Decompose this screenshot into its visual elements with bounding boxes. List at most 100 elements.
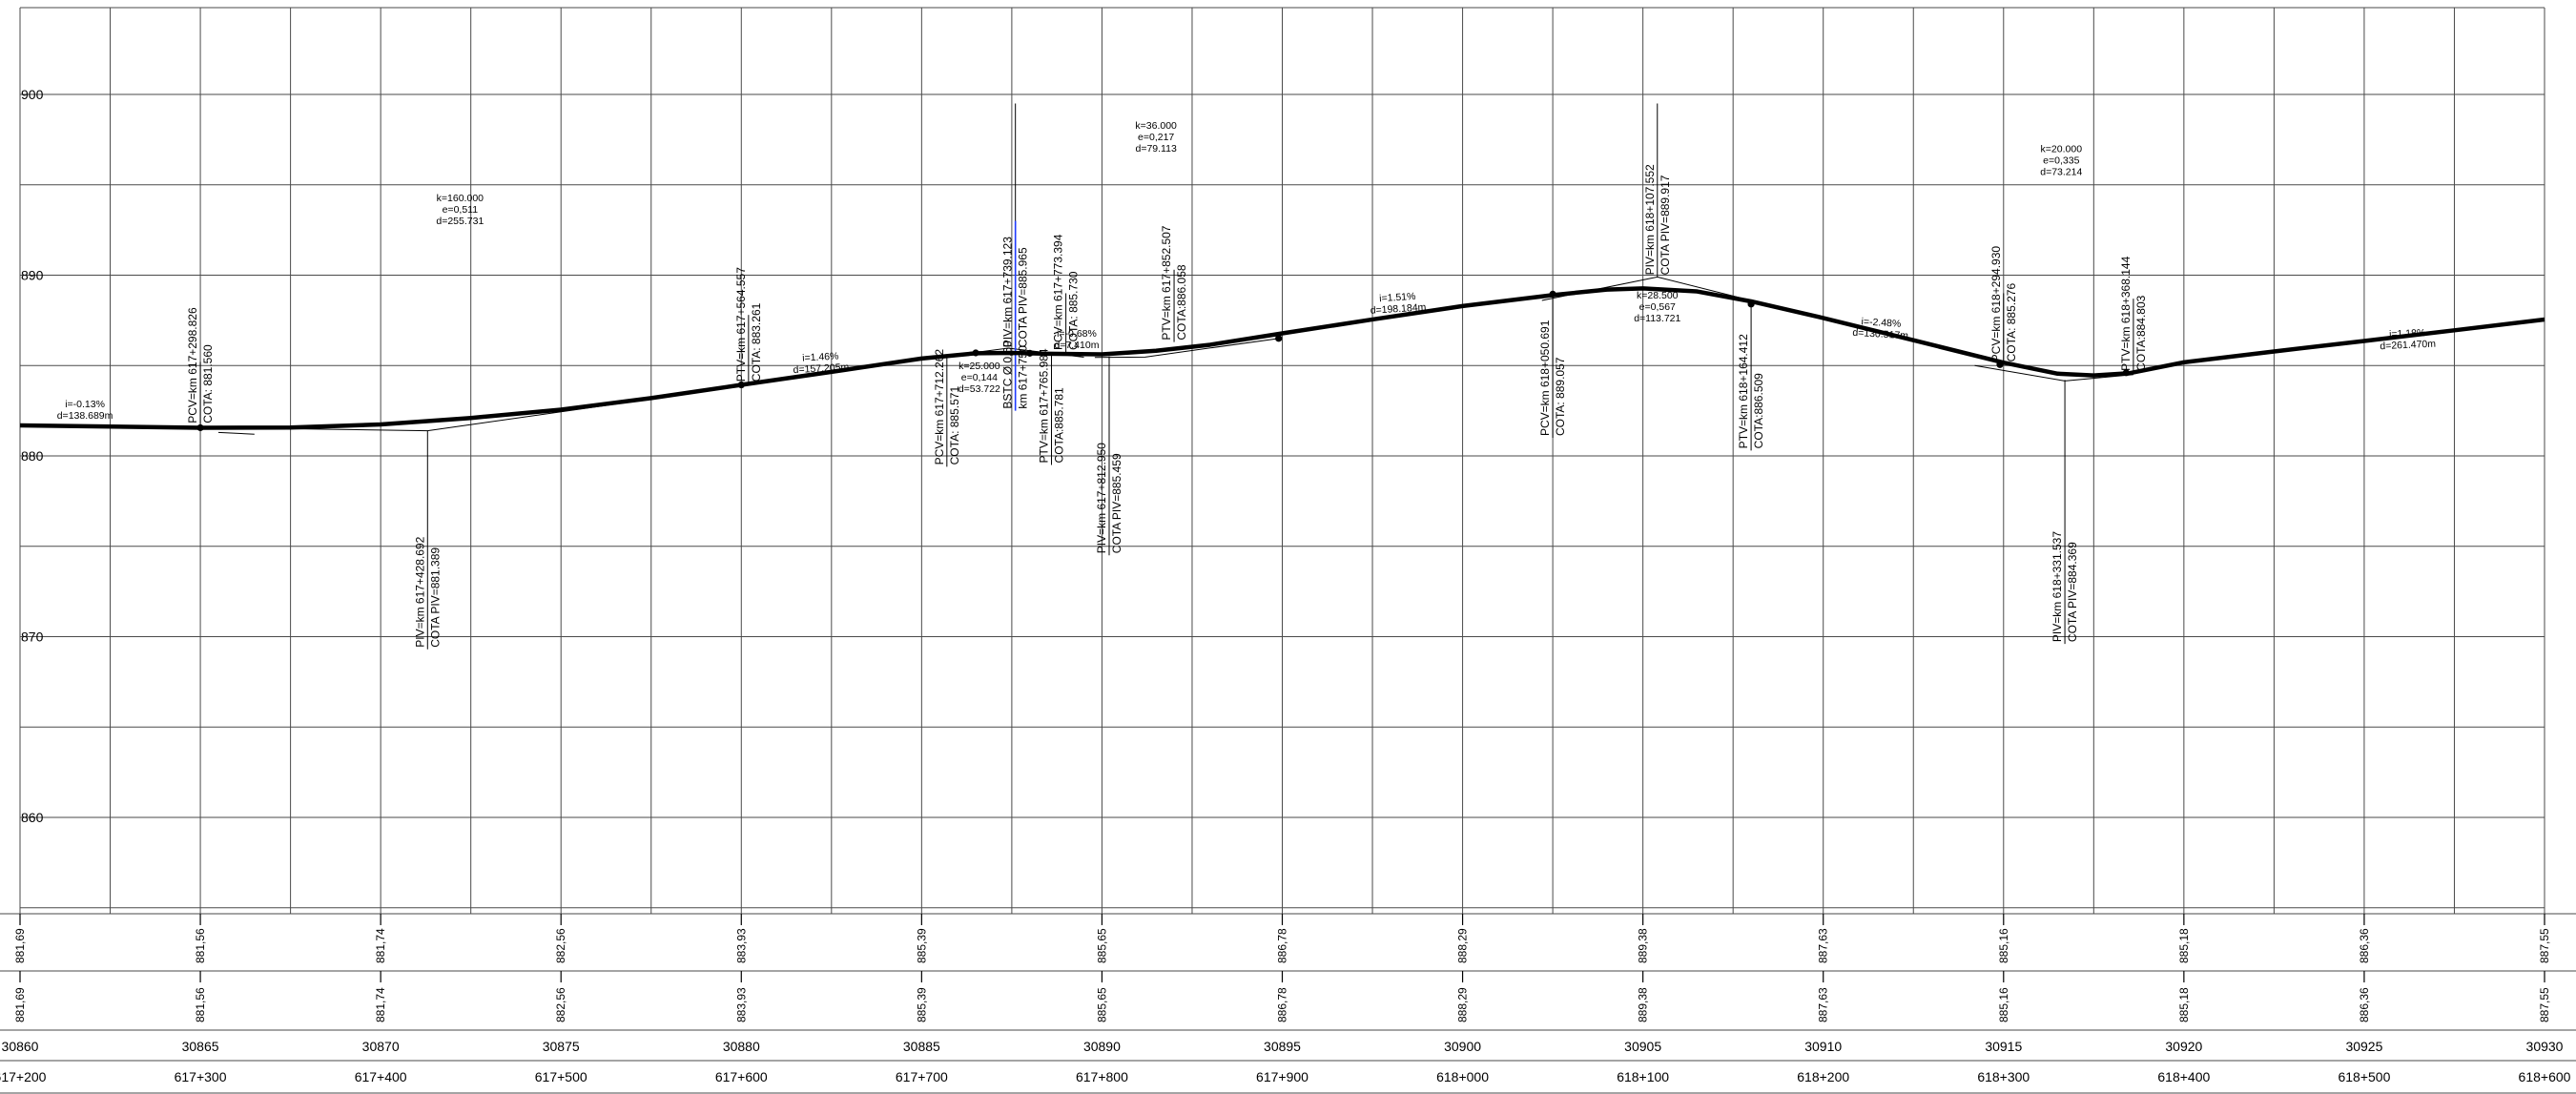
chainage-label: 618+500 bbox=[2338, 1069, 2390, 1084]
elevation-cell-row2: 888,29 bbox=[1456, 987, 1470, 1022]
annotation-text: PTV=km 617+765.984 bbox=[1037, 348, 1050, 463]
annotation-text: COTA: 883.261 bbox=[750, 302, 763, 382]
elevation-cell-row2: 886,36 bbox=[2358, 987, 2371, 1022]
annotation-text: PCV=km 617+773.394 bbox=[1052, 234, 1065, 350]
annotation-text: COTA PIV=881.389 bbox=[428, 547, 442, 648]
slope-label-line: d=7.410m bbox=[1054, 340, 1099, 351]
profile-vertex-marker bbox=[1996, 361, 2004, 368]
curve-parameter-line: k=160.000 bbox=[437, 193, 484, 204]
annotation-text: PTV=km 617+564.557 bbox=[734, 267, 748, 382]
elevation-cell-row1: 886,36 bbox=[2358, 928, 2371, 963]
curve-parameter-line: e=0,217 bbox=[1138, 132, 1174, 143]
elevation-cell-row1: 888,29 bbox=[1456, 928, 1470, 963]
tangent-line bbox=[1094, 338, 1279, 359]
elevation-cell-row2: 883,93 bbox=[734, 987, 748, 1022]
elevation-cell-row1: 885,65 bbox=[1095, 928, 1108, 963]
chainage-label: 617+300 bbox=[175, 1069, 227, 1084]
annotation-text: PCV=km 617+712.262 bbox=[933, 349, 946, 465]
elevation-cell-row2: 881,74 bbox=[374, 987, 387, 1022]
annotation-text: PIV=km 618+331.537 bbox=[2050, 531, 2064, 642]
elevation-cell-row2: 882,56 bbox=[554, 987, 567, 1022]
elevation-cell-row1: 882,56 bbox=[554, 928, 567, 963]
annotation-text: COTA: 885.276 bbox=[2005, 283, 2018, 362]
annotation-text: PIV=km 617+812.950 bbox=[1095, 443, 1108, 553]
elevation-cell-row1: 887,55 bbox=[2538, 928, 2551, 963]
x-coordinate-label: 30930 bbox=[2526, 1039, 2564, 1054]
profile-vertex-marker bbox=[1747, 300, 1755, 308]
profile-grid bbox=[19, 7, 2545, 914]
annotation-text: COTA PIV=885.965 bbox=[1017, 247, 1030, 347]
chainage-label: 617+700 bbox=[896, 1069, 948, 1084]
elevation-cell-row1: 881,56 bbox=[194, 928, 207, 963]
elevation-cell-row1: 885,18 bbox=[2177, 928, 2191, 963]
x-coordinate-label: 30900 bbox=[1444, 1039, 1481, 1054]
profile-line bbox=[19, 286, 2545, 430]
annotation-text: COTA: 885.571 bbox=[948, 386, 961, 465]
elevation-label: 890 bbox=[21, 268, 44, 283]
chainage-label: 617+600 bbox=[715, 1069, 768, 1084]
chainage-label: 617+500 bbox=[535, 1069, 587, 1084]
x-coordinate-label: 30920 bbox=[2165, 1039, 2202, 1054]
elevation-cell-row2: 889,38 bbox=[1637, 987, 1650, 1022]
curve-parameter-line: d=255.731 bbox=[436, 216, 484, 227]
elevation-cell-row2: 885,65 bbox=[1095, 987, 1108, 1022]
slope-label-line: i=1.51% bbox=[1379, 291, 1416, 304]
elevation-cell-row2: 885,18 bbox=[2177, 987, 2191, 1022]
annotation-text: COTA:886.509 bbox=[1752, 373, 1765, 448]
slope-label-line: i=-2.48% bbox=[1861, 316, 1901, 330]
annotation-text: COTA PIV=884.369 bbox=[2066, 542, 2079, 642]
annotation-text: COTA PIV=889.917 bbox=[1659, 175, 1672, 275]
curve-parameter-line: d=113.721 bbox=[1634, 313, 1680, 324]
elevation-label: 860 bbox=[21, 810, 44, 825]
annotation-text: COTA:886.058 bbox=[1175, 264, 1188, 340]
tangent-line bbox=[171, 386, 734, 432]
profile-vertex-marker bbox=[1549, 290, 1556, 298]
annotation-text: COTA:885.781 bbox=[1052, 387, 1065, 463]
x-coordinate-label: 30875 bbox=[543, 1039, 580, 1054]
curve-parameter-line: d=79.113 bbox=[1135, 143, 1176, 155]
elevation-cell-row1: 881,74 bbox=[374, 928, 387, 963]
elevation-label: 880 bbox=[21, 448, 44, 464]
slope-label: i=-0.13%d=138.689m bbox=[57, 399, 113, 422]
x-coordinate-label: 30895 bbox=[1264, 1039, 1301, 1054]
station-table: 881,69 881,69 30860 617+200 881,56 881,56 3086… bbox=[0, 913, 2576, 1094]
annotation-text: PIV=km 618+107.552 bbox=[1643, 164, 1657, 275]
slope-and-curve-labels: i=-0.13%d=138.689mi=1.46%d=157.205mi=-0.… bbox=[57, 120, 2437, 422]
chainage-label: 618+300 bbox=[1977, 1069, 2030, 1084]
elevation-cell-row2: 881,69 bbox=[13, 987, 27, 1022]
slope-label-line: i=1.46% bbox=[802, 351, 839, 364]
curve-parameter-line: k=36.000 bbox=[1135, 120, 1177, 132]
elevation-cell-row2: 887,55 bbox=[2538, 987, 2551, 1022]
curve-parameter-line: e=0,511 bbox=[443, 204, 479, 216]
profile-vertex-marker bbox=[972, 349, 979, 357]
curve-parameter-line: e=0,144 bbox=[961, 372, 998, 383]
chainage-label: 617+200 bbox=[0, 1069, 47, 1084]
chainage-label: 618+000 bbox=[1436, 1069, 1489, 1084]
chainage-label: 617+900 bbox=[1256, 1069, 1309, 1084]
curve-parameter-line: k=25.000 bbox=[958, 361, 1000, 372]
tangent-lines bbox=[171, 276, 2133, 435]
slope-label-line: d=138.689m bbox=[57, 410, 113, 422]
x-coordinate-label: 30910 bbox=[1804, 1039, 1842, 1054]
curve-parameter-line: d=53.722 bbox=[958, 383, 1000, 395]
elevation-cell-row1: 887,63 bbox=[1817, 928, 1830, 963]
slope-label-line: d=261.470m bbox=[2380, 339, 2436, 353]
x-coordinate-label: 30915 bbox=[1985, 1039, 2022, 1054]
profile-vertex-marker bbox=[737, 381, 745, 389]
x-coordinate-label: 30890 bbox=[1083, 1039, 1121, 1054]
elevation-cell-row1: 881,69 bbox=[13, 928, 27, 963]
x-coordinate-label: 30865 bbox=[182, 1039, 219, 1054]
annotation-text: km 617+750 bbox=[1017, 345, 1030, 409]
slope-label: i=-0.68%d=7.410m bbox=[1054, 328, 1099, 351]
annotation-text: PCV=km 618+050.691 bbox=[1538, 320, 1552, 436]
x-coordinate-label: 30860 bbox=[2, 1039, 39, 1054]
annotation-text: BSTC Ø 0,60 bbox=[1001, 341, 1015, 409]
elevation-label: 900 bbox=[21, 87, 44, 102]
annotation-text: PTV=km 617+852.507 bbox=[1160, 225, 1173, 340]
elevation-axis-labels: 900 890 880 870 860 bbox=[21, 87, 44, 825]
profile-vertex-marker bbox=[2122, 369, 2130, 377]
elevation-cell-row2: 885,39 bbox=[915, 987, 928, 1022]
x-coordinate-label: 30870 bbox=[362, 1039, 400, 1054]
elevation-cell-row2: 885,16 bbox=[1997, 987, 2010, 1022]
chainage-label: 617+400 bbox=[355, 1069, 407, 1084]
